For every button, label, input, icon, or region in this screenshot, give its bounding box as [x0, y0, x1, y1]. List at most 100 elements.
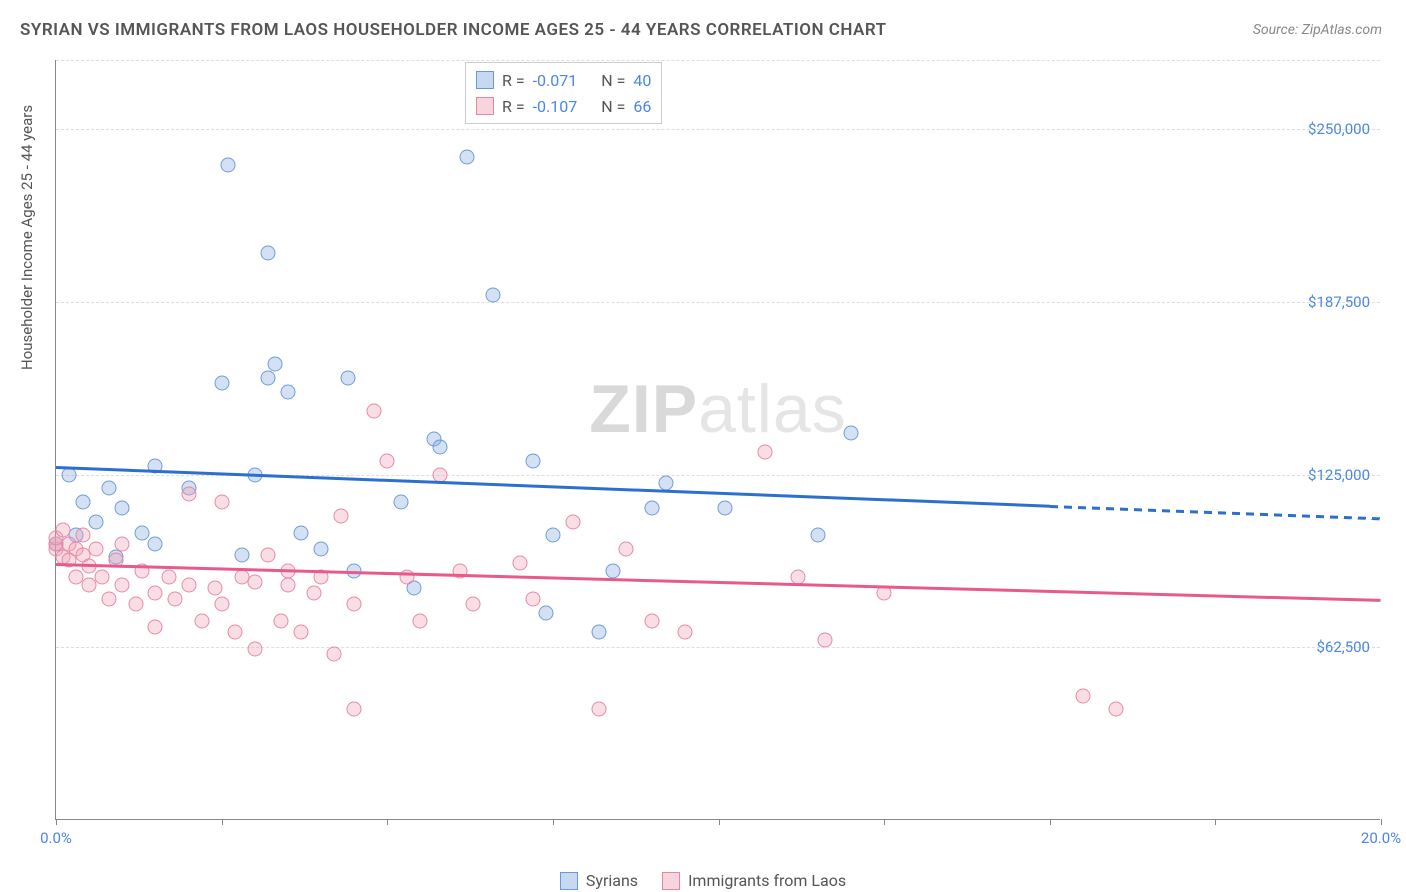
data-point [214, 495, 229, 510]
data-point [327, 647, 342, 662]
data-point [88, 542, 103, 557]
legend-swatch-syrians [560, 872, 578, 890]
data-point [526, 591, 541, 606]
legend-item: Syrians [560, 871, 638, 890]
data-point [148, 536, 163, 551]
y-tick-label: $62,500 [1316, 638, 1370, 656]
data-point [844, 426, 859, 441]
data-point [340, 370, 355, 385]
data-point [135, 525, 150, 540]
data-point [128, 597, 143, 612]
data-point [168, 591, 183, 606]
data-point [877, 586, 892, 601]
data-point [102, 591, 117, 606]
r-label: R = [502, 97, 525, 116]
n-label: N = [601, 71, 625, 90]
legend-row: R = -0.107 N = 66 [476, 93, 651, 119]
data-point [545, 528, 560, 543]
legend-correlation: R = -0.071 N = 40 R = -0.107 N = 66 [465, 62, 662, 124]
data-point [161, 569, 176, 584]
x-tick [1215, 819, 1216, 825]
trend-line [1050, 505, 1381, 520]
data-point [247, 641, 262, 656]
data-point [247, 575, 262, 590]
x-tick [719, 819, 720, 825]
data-point [718, 500, 733, 515]
chart-title: SYRIAN VS IMMIGRANTS FROM LAOS HOUSEHOLD… [20, 20, 887, 40]
data-point [347, 597, 362, 612]
legend-row: R = -0.071 N = 40 [476, 67, 651, 93]
data-point [294, 525, 309, 540]
data-point [214, 376, 229, 391]
watermark-light: atlas [698, 371, 847, 447]
data-point [75, 528, 90, 543]
x-tick [222, 819, 223, 825]
x-tick [56, 819, 57, 825]
data-point [280, 384, 295, 399]
legend-label: Syrians [586, 871, 638, 890]
data-point [592, 702, 607, 717]
x-tick [387, 819, 388, 825]
data-point [333, 509, 348, 524]
data-point [1109, 702, 1124, 717]
data-point [486, 287, 501, 302]
x-tick [1381, 819, 1382, 825]
data-point [466, 597, 481, 612]
data-point [294, 625, 309, 640]
data-point [261, 370, 276, 385]
x-tick [1050, 819, 1051, 825]
data-point [393, 495, 408, 510]
data-point [261, 246, 276, 261]
data-point [817, 633, 832, 648]
data-point [75, 495, 90, 510]
data-point [267, 357, 282, 372]
data-point [274, 614, 289, 629]
legend-swatch-laos [662, 872, 680, 890]
legend-item: Immigrants from Laos [662, 871, 846, 890]
data-point [367, 403, 382, 418]
data-point [181, 486, 196, 501]
x-tick-label: 0.0% [40, 829, 72, 847]
data-point [261, 547, 276, 562]
data-point [95, 569, 110, 584]
x-tick-label: 20.0% [1361, 829, 1401, 847]
trend-line [56, 466, 1050, 507]
data-point [645, 614, 660, 629]
data-point [618, 542, 633, 557]
r-label: R = [502, 71, 525, 90]
n-value: 66 [633, 97, 651, 116]
data-point [380, 453, 395, 468]
y-tick-label: $187,500 [1308, 293, 1370, 311]
watermark-bold: ZIP [589, 371, 698, 447]
data-point [234, 547, 249, 562]
gridline [56, 302, 1380, 303]
data-point [208, 580, 223, 595]
legend-swatch-syrians [476, 71, 494, 89]
data-point [645, 500, 660, 515]
y-tick-label: $250,000 [1308, 120, 1370, 138]
data-point [347, 702, 362, 717]
y-axis-label: Householder Income Ages 25 - 44 years [18, 105, 36, 370]
data-point [194, 614, 209, 629]
x-tick [553, 819, 554, 825]
data-point [88, 514, 103, 529]
data-point [605, 564, 620, 579]
data-point [810, 528, 825, 543]
data-point [539, 605, 554, 620]
x-tick [884, 819, 885, 825]
data-point [1075, 688, 1090, 703]
r-value: -0.071 [533, 71, 578, 90]
data-point [307, 586, 322, 601]
data-point [433, 439, 448, 454]
y-tick-label: $125,000 [1308, 466, 1370, 484]
data-point [221, 158, 236, 173]
data-point [227, 625, 242, 640]
legend-swatch-laos [476, 97, 494, 115]
r-value: -0.107 [533, 97, 578, 116]
data-point [148, 586, 163, 601]
data-point [115, 578, 130, 593]
data-point [214, 597, 229, 612]
legend-label: Immigrants from Laos [688, 871, 846, 890]
data-point [757, 445, 772, 460]
data-point [102, 481, 117, 496]
